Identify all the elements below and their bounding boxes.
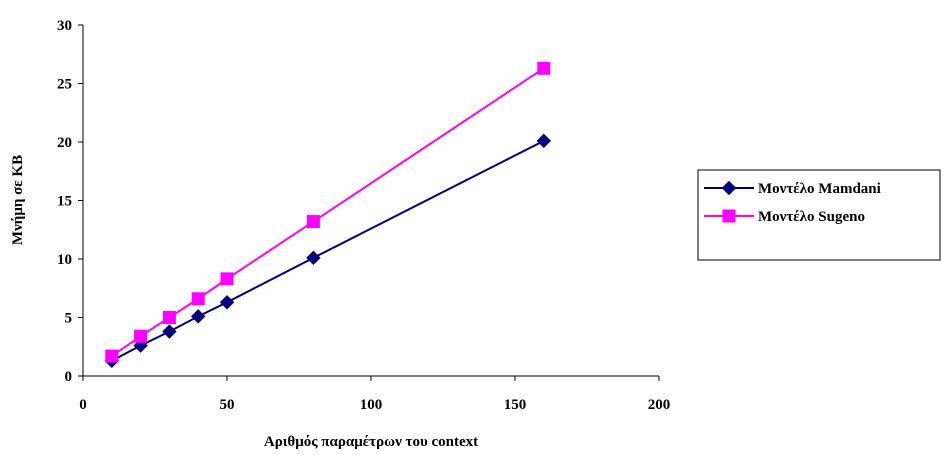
data-point xyxy=(219,295,235,310)
legend-items: Μοντέλο Mamdani Μοντέλο Sugeno xyxy=(704,180,881,225)
legend-marker xyxy=(721,180,737,196)
x-ticks: 0 50 100 150 200 xyxy=(79,376,670,413)
y-tick-label: 25 xyxy=(57,77,72,93)
y-axis-title: Μνήμη σε KB xyxy=(10,155,26,245)
y-tick-label: 15 xyxy=(57,194,72,210)
data-point xyxy=(220,272,234,286)
y-tick-label: 30 xyxy=(57,18,72,34)
series-layer xyxy=(104,61,552,368)
data-point xyxy=(536,133,552,149)
x-axis-title: Αριθμός παραμέτρων του context xyxy=(264,434,478,450)
data-point xyxy=(306,215,320,229)
x-tick-label: 50 xyxy=(220,397,235,413)
legend-item: Μοντέλο Sugeno xyxy=(704,209,865,225)
data-point xyxy=(162,311,176,324)
x-tick-label: 100 xyxy=(360,397,383,413)
legend-item: Μοντέλο Mamdani xyxy=(704,180,881,197)
x-tick-label: 0 xyxy=(79,397,87,413)
y-tick-label: 20 xyxy=(57,135,72,151)
series-mamdani xyxy=(104,133,552,368)
legend-label: Μοντέλο Sugeno xyxy=(758,209,865,225)
data-point xyxy=(190,309,206,324)
x-tick-label: 150 xyxy=(504,397,527,413)
x-tick-label: 200 xyxy=(648,397,671,413)
data-point xyxy=(134,329,148,343)
legend-label: Μοντέλο Mamdani xyxy=(758,181,881,197)
legend: Μοντέλο Mamdani Μοντέλο Sugeno xyxy=(697,169,941,261)
y-tick-label: 10 xyxy=(57,252,72,268)
series-line xyxy=(111,139,545,362)
data-point xyxy=(306,250,321,266)
data-point xyxy=(537,61,551,75)
data-point xyxy=(191,292,205,306)
series-sugeno xyxy=(105,61,551,363)
legend-marker xyxy=(722,209,736,223)
series-line xyxy=(111,67,545,357)
data-point xyxy=(105,349,119,363)
y-tick-label: 5 xyxy=(65,311,73,327)
y-ticks: 0 5 10 15 20 25 30 xyxy=(57,18,83,385)
y-tick-label: 0 xyxy=(65,369,73,385)
data-point xyxy=(162,324,177,339)
